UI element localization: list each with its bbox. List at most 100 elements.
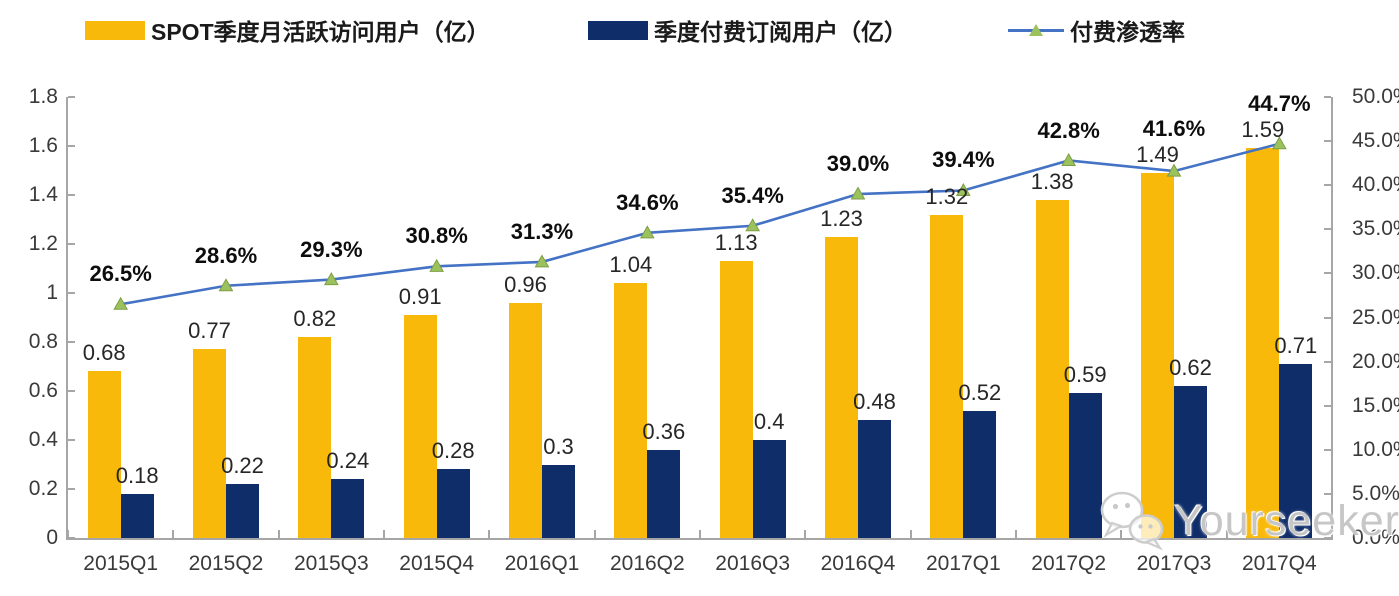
y-axis-right-tick-label: 45.0% xyxy=(1352,129,1399,153)
y-axis-left-tick xyxy=(68,145,75,147)
penetration-label-2015Q2: 28.6% xyxy=(194,242,258,268)
x-axis-label: 2015Q3 xyxy=(293,552,369,575)
x-axis-tick xyxy=(1015,530,1017,538)
penetration-label-2017Q1: 39.4% xyxy=(932,147,995,173)
y-axis-left-tick-label: 0.8 xyxy=(28,330,58,353)
x-axis-label: 2015Q4 xyxy=(399,552,475,575)
bar-label-mau-2017Q1: 1.32 xyxy=(925,183,969,209)
penetration-label-2015Q4: 30.8% xyxy=(405,223,468,249)
line-marker-2015Q1 xyxy=(113,296,129,310)
x-axis-label: 2016Q1 xyxy=(504,552,580,575)
bar-label-subscribers-2017Q3: 0.62 xyxy=(1169,355,1212,381)
bar-label-subscribers-2015Q3: 0.24 xyxy=(326,448,370,474)
x-axis-label: 2017Q4 xyxy=(1241,552,1317,575)
bar-mau-2016Q4 xyxy=(825,236,858,538)
y-axis-left-tick xyxy=(68,243,75,245)
y-axis-left-tick-label: 1.8 xyxy=(28,85,58,108)
x-axis-tick xyxy=(67,530,69,538)
legend-item-mau: SPOT季度月活跃访问用户（亿） xyxy=(85,14,490,46)
bar-mau-2016Q2 xyxy=(614,283,648,538)
bar-label-subscribers-2015Q2: 0.22 xyxy=(221,453,264,479)
x-axis-tick xyxy=(593,530,596,538)
bar-mau-2015Q3 xyxy=(298,337,332,538)
y-axis-left-tick-label: 0.6 xyxy=(28,379,58,402)
x-axis-tick xyxy=(488,530,491,538)
y-axis-left-tick-label: 1.2 xyxy=(28,232,58,255)
y-axis-left-line xyxy=(66,97,68,540)
bar-mau-2016Q3 xyxy=(719,261,753,538)
bar-subscribers-2015Q2 xyxy=(226,484,259,538)
bar-label-mau-2017Q2: 1.38 xyxy=(1030,168,1074,194)
bar-subscribers-2016Q1 xyxy=(542,464,575,538)
y-axis-left-tick xyxy=(68,341,75,343)
line-marker-2015Q2 xyxy=(218,278,234,292)
mau-color-swatch xyxy=(85,20,145,40)
y-axis-right-line xyxy=(1331,97,1333,540)
bar-mau-2015Q4 xyxy=(403,315,437,538)
bar-label-mau-2016Q2: 1.04 xyxy=(609,252,653,278)
y-axis-right-tick xyxy=(1324,272,1331,275)
penetration-line-swatch xyxy=(1008,21,1064,40)
penetration-label-2015Q1: 26.5% xyxy=(89,261,152,287)
bar-label-mau-2015Q4: 0.91 xyxy=(398,284,442,310)
x-axis-tick xyxy=(172,530,175,538)
x-axis-tick xyxy=(804,530,807,538)
bar-label-mau-2017Q4: 1.59 xyxy=(1241,117,1285,143)
x-axis-label: 2017Q2 xyxy=(1031,552,1107,575)
y-axis-left-tick xyxy=(68,537,75,539)
y-axis-right-tick-label: 10.0% xyxy=(1352,437,1399,461)
y-axis-left-tick-label: 1.4 xyxy=(28,183,58,206)
line-marker-2016Q2 xyxy=(639,225,655,239)
y-axis-right-tick xyxy=(1324,140,1331,143)
bar-label-subscribers-2015Q4: 0.28 xyxy=(431,438,475,464)
y-axis-right-tick-label: 35.0% xyxy=(1352,217,1399,241)
bar-label-subscribers-2016Q2: 0.36 xyxy=(642,418,686,444)
penetration-line xyxy=(120,142,1280,306)
bar-label-mau-2016Q1: 0.96 xyxy=(504,271,547,297)
line-marker-2016Q4 xyxy=(850,186,866,200)
y-axis-right-tick xyxy=(1324,360,1331,363)
x-axis-label: 2015Q2 xyxy=(188,552,264,575)
x-axis-tick xyxy=(699,530,701,538)
legend-label-subscribers: 季度付费订阅用户（亿） xyxy=(654,19,907,45)
y-axis-left-tick xyxy=(68,194,75,196)
x-axis-tick xyxy=(383,530,385,538)
bar-label-mau-2016Q4: 1.23 xyxy=(820,205,863,231)
y-axis-right-tick xyxy=(1324,184,1331,187)
bar-subscribers-2016Q2 xyxy=(647,449,681,538)
legend-label-penetration: 付费渗透率 xyxy=(1070,19,1185,45)
x-axis-tick xyxy=(1120,530,1123,538)
triangle-marker-icon xyxy=(1029,23,1043,36)
y-axis-left-tick-label: 0.4 xyxy=(28,428,58,451)
x-axis-label: 2017Q3 xyxy=(1136,552,1212,575)
line-marker-2015Q3 xyxy=(323,272,339,286)
y-axis-left-tick-label: 0 xyxy=(46,526,58,549)
x-axis-tick xyxy=(277,530,280,538)
x-axis-label: 2017Q1 xyxy=(925,552,1001,575)
y-axis-right-tick-label: 20.0% xyxy=(1352,349,1399,373)
bar-subscribers-2016Q3 xyxy=(752,440,786,538)
bar-subscribers-2015Q3 xyxy=(331,479,365,538)
penetration-label-2016Q4: 39.0% xyxy=(826,151,890,177)
bar-label-subscribers-2017Q2: 0.59 xyxy=(1063,362,1107,388)
x-axis-label: 2016Q4 xyxy=(820,552,896,575)
y-axis-right-tick xyxy=(1324,316,1331,319)
legend-item-subscribers: 季度付费订阅用户（亿） xyxy=(588,14,907,46)
bar-subscribers-2017Q3 xyxy=(1174,386,1207,538)
x-axis-tick xyxy=(1225,530,1228,538)
bar-subscribers-2017Q4 xyxy=(1279,364,1313,538)
penetration-label-2016Q3: 35.4% xyxy=(721,182,784,208)
bar-label-subscribers-2017Q4: 0.71 xyxy=(1274,333,1318,359)
x-axis-tick xyxy=(909,530,912,538)
y-axis-left-tick-label: 1 xyxy=(46,281,58,304)
legend-item-penetration: 付费渗透率 xyxy=(1008,14,1185,46)
bar-label-mau-2015Q2: 0.77 xyxy=(188,318,231,344)
bar-label-mau-2016Q3: 1.13 xyxy=(714,230,758,256)
penetration-label-2017Q3: 41.6% xyxy=(1142,115,1206,141)
y-axis-right-tick xyxy=(1324,492,1331,495)
y-axis-right-tick xyxy=(1324,404,1331,407)
y-axis-right-tick xyxy=(1324,448,1331,451)
y-axis-right-tick-label: 0.0% xyxy=(1352,526,1399,549)
y-axis-right-tick xyxy=(1324,537,1331,539)
bar-label-mau-2015Q3: 0.82 xyxy=(293,306,337,332)
